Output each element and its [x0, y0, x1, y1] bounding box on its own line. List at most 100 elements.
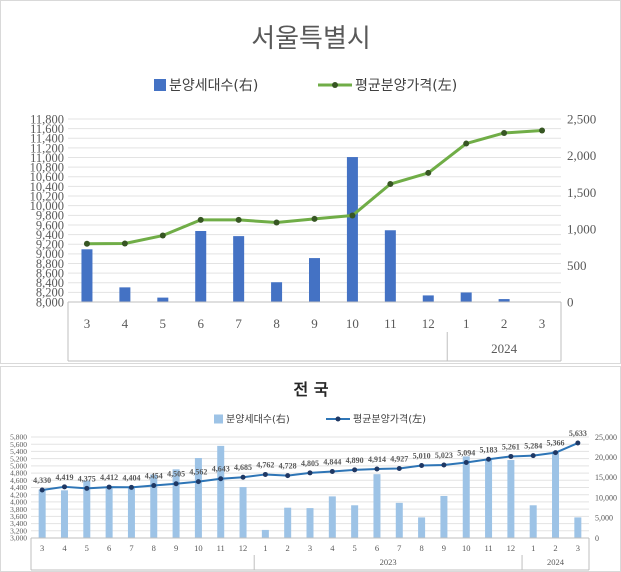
data-label: 4,890 [346, 456, 364, 465]
x-axis-tick-label: 5 [160, 316, 167, 331]
line-point [463, 140, 470, 147]
line-point [197, 216, 204, 223]
bar [440, 495, 448, 538]
x-axis-tick-label: 12 [507, 543, 516, 553]
line-point [159, 232, 166, 239]
left-axis-tick-label: 3,600 [10, 512, 27, 521]
bar [119, 287, 131, 302]
left-axis-tick-label: 11,800 [30, 112, 64, 126]
bar [83, 480, 91, 538]
bar [81, 249, 93, 302]
bar [195, 230, 207, 302]
x-axis-tick-label: 9 [442, 543, 446, 553]
bar [233, 236, 245, 302]
line-point [553, 450, 559, 456]
left-axis-tick-label: 3,400 [10, 519, 27, 528]
left-axis-tick-label: 5,000 [10, 461, 27, 470]
right-axis-tick-label: 2,500 [567, 112, 596, 127]
bar [351, 505, 359, 538]
data-label: 4,805 [301, 459, 319, 468]
x-axis-tick-label: 9 [311, 316, 318, 331]
x-axis-tick-label: 7 [397, 543, 401, 553]
x-axis-tick-label: 4 [122, 316, 129, 331]
bar [395, 502, 403, 538]
bar [217, 445, 225, 538]
data-label: 5,284 [524, 442, 542, 451]
line-point [329, 468, 335, 474]
line-point [173, 481, 179, 487]
data-label: 5,010 [413, 451, 431, 460]
legend-line-label: 평균분양가격(左) [355, 78, 457, 94]
line-point [463, 459, 469, 465]
x-axis-tick-label: 4 [62, 543, 67, 553]
data-label: 4,404 [122, 473, 140, 482]
x-axis-tick-label: 7 [129, 543, 133, 553]
line-point [218, 476, 224, 482]
left-axis-tick-label: 5,400 [10, 447, 27, 456]
bar [462, 456, 470, 538]
data-label: 5,633 [569, 429, 587, 438]
bar [105, 488, 113, 538]
left-axis-tick-label: 11,600 [30, 122, 64, 136]
left-axis-tick-label: 3,800 [10, 505, 27, 514]
left-axis-tick-label: 8,400 [36, 276, 64, 290]
x-axis-tick-label: 9 [174, 543, 178, 553]
bar [150, 474, 158, 538]
line-point [441, 462, 447, 468]
line-point [307, 470, 313, 476]
x-axis-tick-label: 10 [346, 316, 359, 331]
right-axis-tick-label: 25,000 [595, 433, 617, 442]
line-point [349, 212, 356, 219]
bar [422, 295, 434, 302]
data-label: 5,183 [480, 445, 498, 454]
data-label: 4,914 [368, 455, 386, 464]
x-axis-tick-label: 3 [308, 543, 312, 553]
data-label: 5,023 [435, 451, 453, 460]
data-label: 4,412 [100, 473, 118, 482]
left-axis-tick-label: 4,400 [10, 483, 27, 492]
bar [38, 489, 46, 538]
left-axis-tick-label: 9,000 [36, 247, 64, 261]
line-point [419, 462, 425, 468]
x-axis-tick-label: 11 [484, 543, 492, 553]
right-axis-tick-label: 5,000 [595, 514, 613, 523]
x-axis-tick-label: 5 [353, 543, 357, 553]
x-axis-tick-label: 1 [531, 543, 535, 553]
line-point [128, 484, 134, 490]
bar [485, 458, 493, 538]
data-label: 4,505 [167, 470, 185, 479]
x-axis-tick-label: 12 [422, 316, 435, 331]
right-axis-tick-label: 1,000 [567, 221, 596, 236]
line-point [311, 215, 318, 222]
line-point [121, 240, 128, 247]
right-axis-tick-label: 2,000 [567, 148, 596, 163]
x-axis-tick-label: 3 [84, 316, 91, 331]
line-point [539, 127, 546, 134]
right-axis-tick-label: 15,000 [595, 473, 617, 482]
bar [498, 299, 510, 302]
line-point [486, 456, 492, 462]
data-label: 4,844 [323, 457, 341, 466]
year-group-label: 2024 [491, 341, 518, 356]
line-point [508, 453, 514, 459]
bar [346, 157, 358, 302]
data-label: 4,685 [234, 463, 252, 472]
bar [157, 297, 169, 302]
data-label: 4,330 [33, 476, 51, 485]
data-label: 4,927 [390, 454, 408, 463]
x-axis-tick-label: 7 [235, 316, 242, 331]
left-axis-tick-label: 9,200 [36, 238, 64, 252]
data-label: 4,762 [256, 460, 274, 469]
left-axis-tick-label: 9,600 [36, 218, 64, 232]
legend-line-marker [332, 82, 338, 88]
left-axis-tick-label: 10,400 [30, 180, 64, 194]
bar [309, 258, 320, 302]
legend-bar-label: 분양세대수(右) [169, 78, 258, 94]
line-point [262, 471, 268, 477]
chart-title: 전 국 [293, 380, 328, 399]
x-axis-tick-label: 1 [263, 543, 267, 553]
line-point [425, 169, 432, 176]
line-point [387, 181, 394, 188]
left-axis-tick-label: 10,000 [30, 199, 64, 213]
